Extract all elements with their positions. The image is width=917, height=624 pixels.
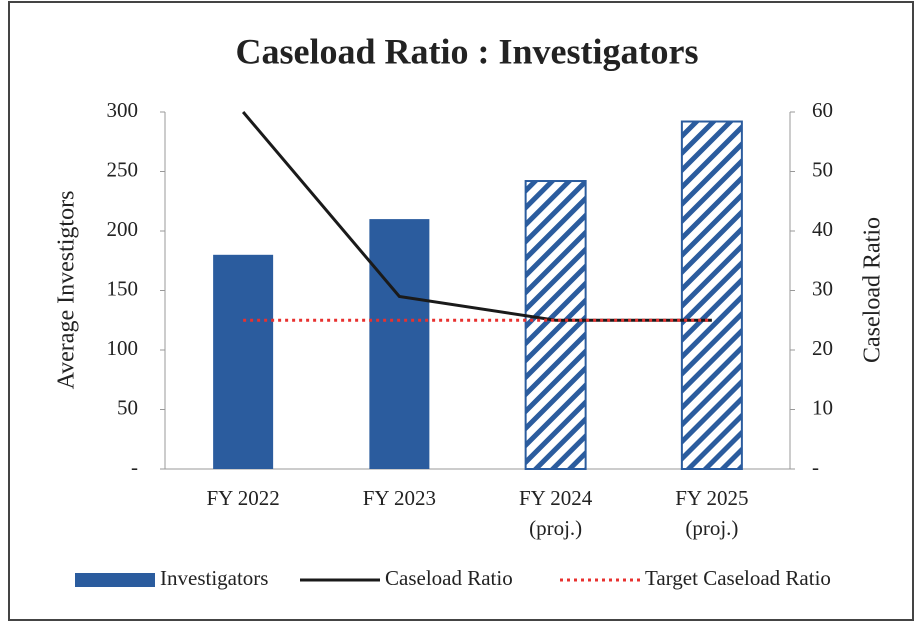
y-axis-label: Average Investigtors	[54, 191, 80, 390]
x-tick-label: FY 2022	[206, 486, 279, 510]
legend-swatch	[75, 573, 155, 587]
chart-title: Caseload Ratio : Investigators	[236, 31, 699, 71]
x-tick-label: (proj.)	[685, 516, 738, 540]
legend-label: Target Caseload Ratio	[645, 566, 831, 590]
bar	[213, 254, 274, 469]
legend-label: Caseload Ratio	[385, 566, 513, 590]
y2-tick-label: 10	[812, 395, 833, 419]
bar	[369, 219, 430, 469]
y2-axis-label: Caseload Ratio	[860, 217, 886, 363]
y-tick-label: 200	[107, 217, 139, 241]
x-tick-label: FY 2024	[519, 486, 593, 510]
y-tick-label: 300	[107, 98, 139, 122]
x-tick-label: FY 2025	[675, 486, 748, 510]
y-tick-label: 150	[107, 276, 139, 300]
y-tick-label: 100	[107, 336, 139, 360]
y2-tick-label: 30	[812, 276, 833, 300]
x-tick-label: FY 2023	[363, 486, 436, 510]
y2-tick-label: -	[812, 455, 819, 479]
y-tick-label: 250	[107, 157, 139, 181]
y2-tick-label: 40	[812, 217, 833, 241]
legend-label: Investigators	[160, 566, 268, 590]
bar	[524, 180, 587, 471]
bar	[680, 120, 743, 471]
y-tick-label: 50	[117, 395, 138, 419]
frame	[8, 1, 914, 621]
line	[241, 111, 712, 322]
y-tick-label: -	[131, 455, 138, 479]
y2-tick-label: 60	[812, 98, 833, 122]
y2-tick-label: 50	[812, 157, 833, 181]
x-tick-label: (proj.)	[529, 516, 582, 540]
y2-tick-label: 20	[812, 336, 833, 360]
